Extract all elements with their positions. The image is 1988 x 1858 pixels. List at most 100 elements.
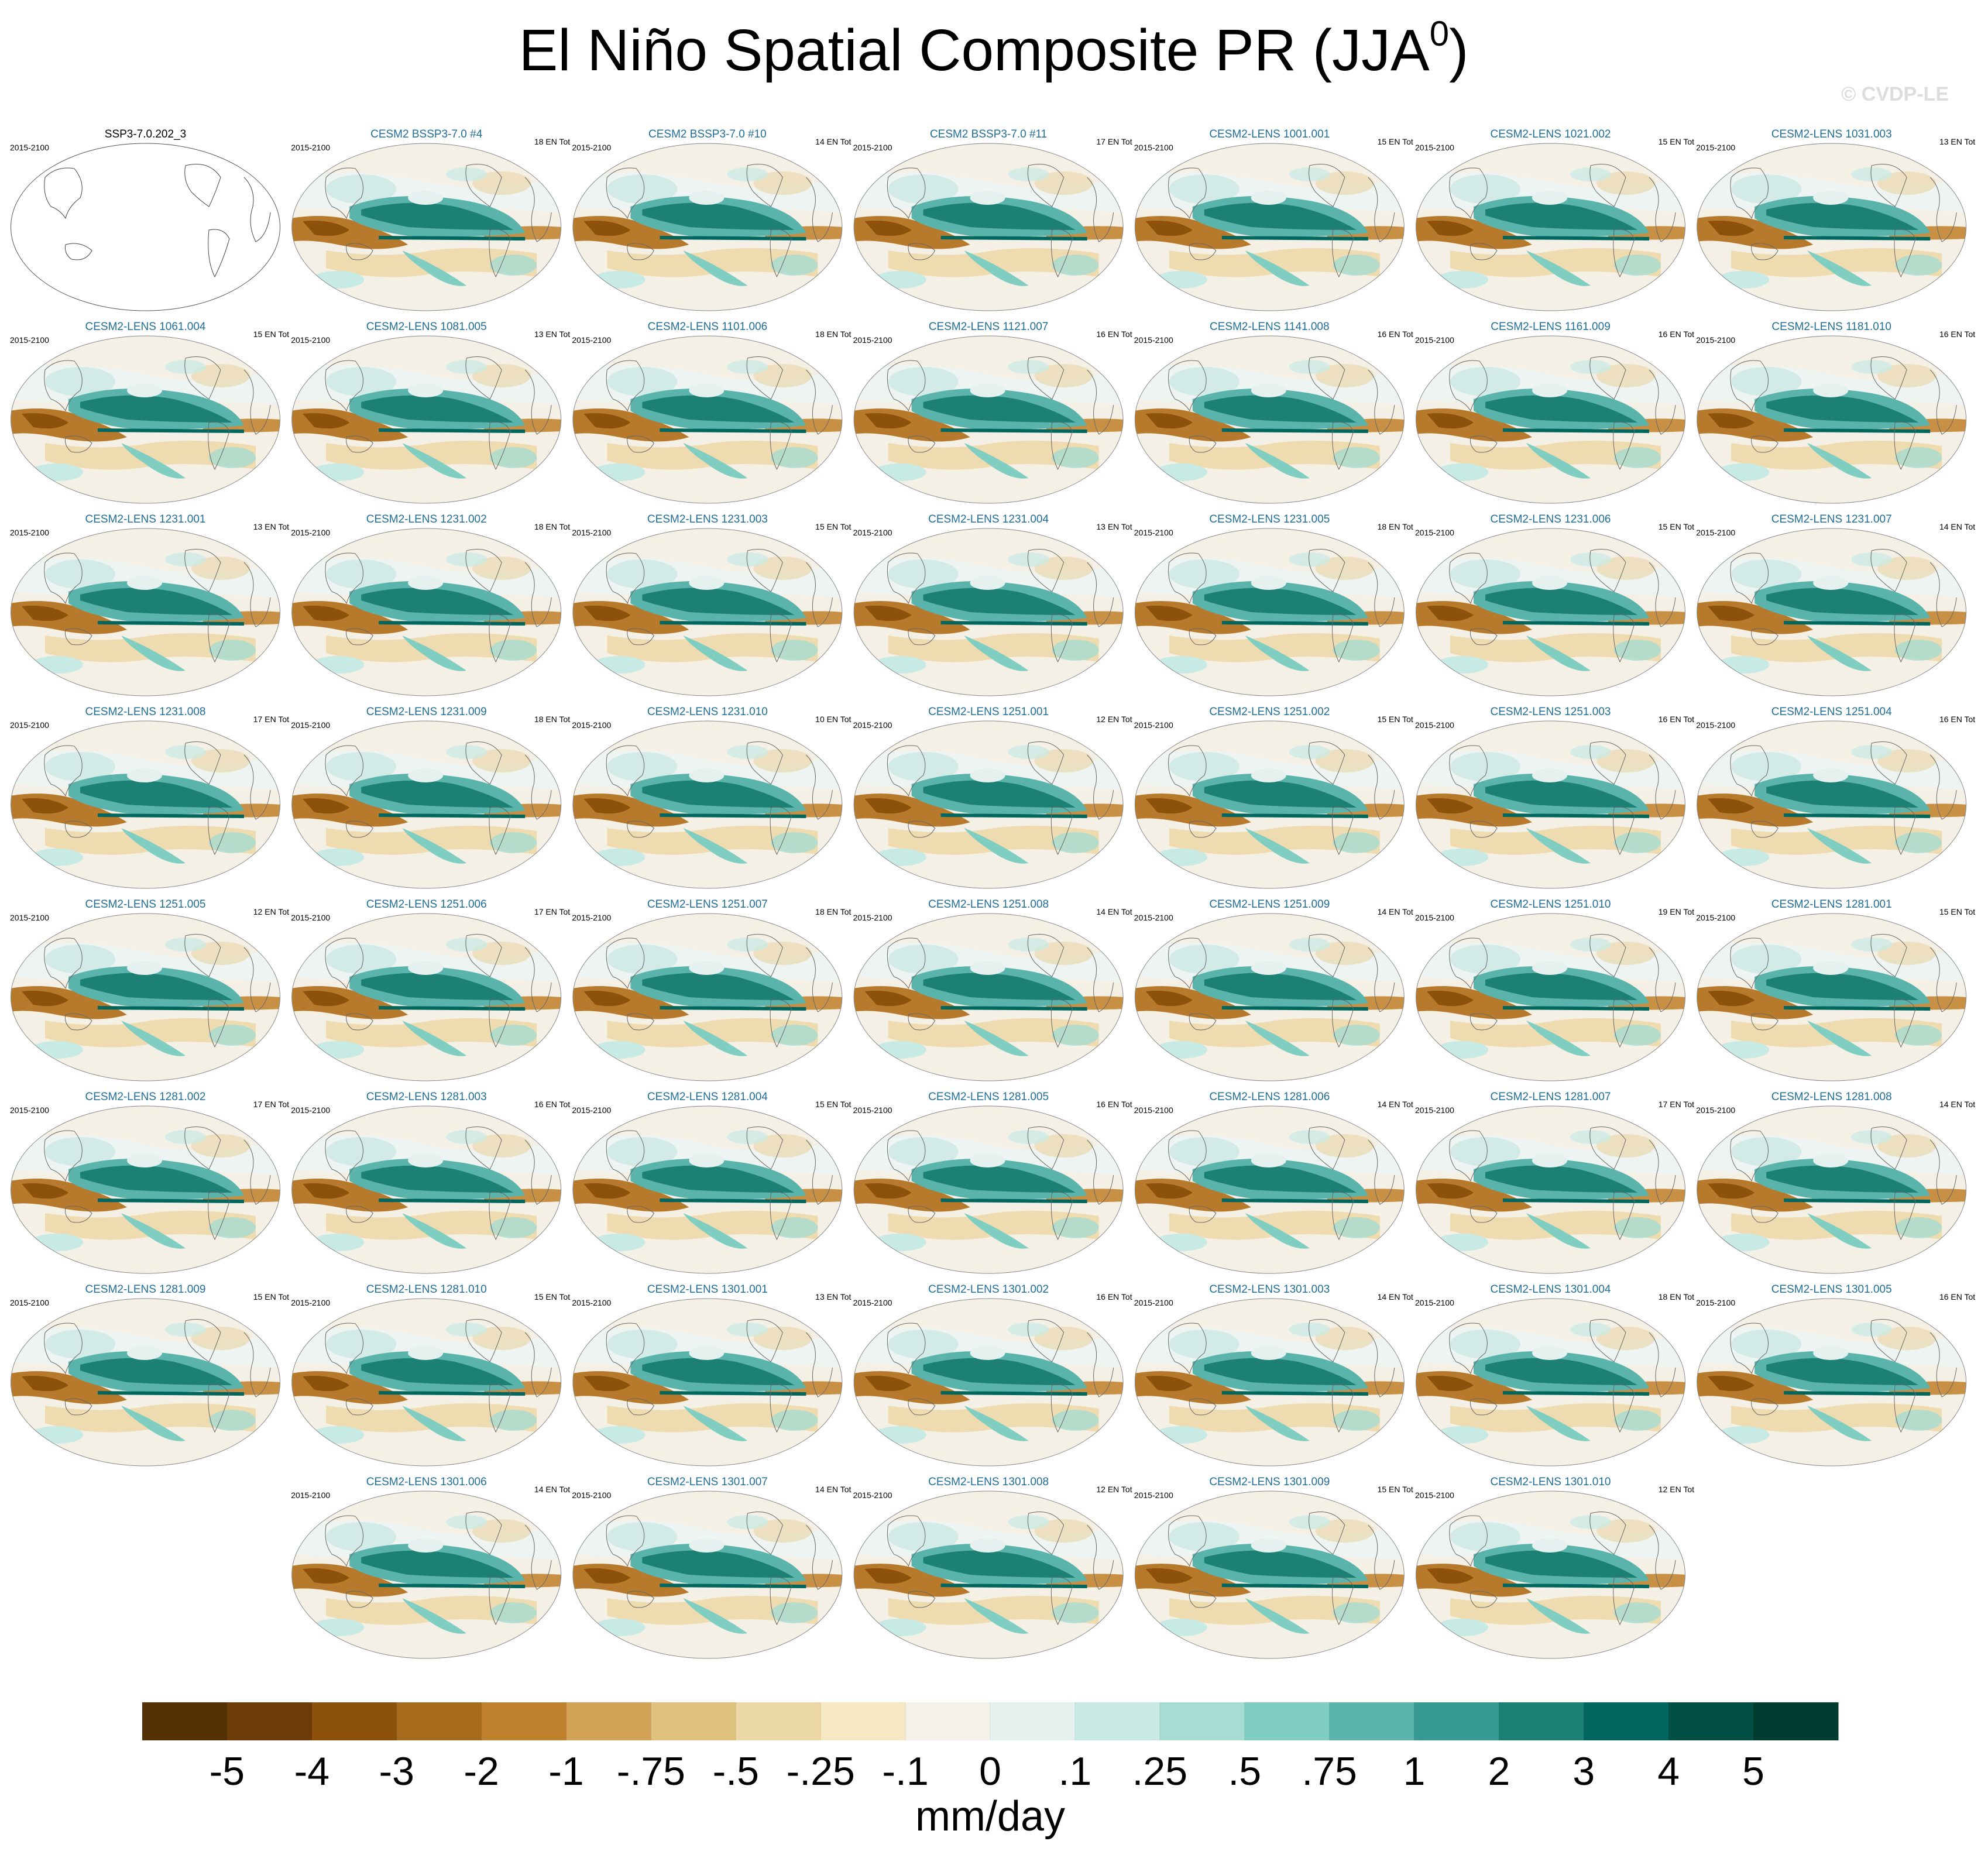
panel-period: 2015-2100 — [10, 143, 49, 152]
map — [853, 1490, 1124, 1660]
panel-title: CESM2-LENS 1301.001 — [647, 1283, 768, 1296]
panel-period: 2015-2100 — [1415, 1490, 1454, 1500]
panel-count: 16 EN Tot — [1096, 1100, 1132, 1109]
panel-title: CESM2-LENS 1231.007 — [1771, 513, 1892, 526]
map — [1415, 912, 1686, 1082]
panel-count: 14 EN Tot — [1096, 907, 1132, 916]
map — [1415, 1490, 1686, 1660]
panel-title: CESM2-LENS 1251.010 — [1491, 898, 1611, 911]
panel-count: 13 EN Tot — [1939, 137, 1975, 146]
panel-period: 2015-2100 — [1415, 143, 1454, 152]
panel-period: 2015-2100 — [1134, 1105, 1173, 1115]
panel-title: CESM2 BSSP3-7.0 #10 — [648, 128, 767, 140]
panel-period: 2015-2100 — [291, 913, 330, 922]
panel-period: 2015-2100 — [1134, 335, 1173, 345]
panel-period: 2015-2100 — [572, 1105, 611, 1115]
colorbar: -5 -4 -3 -2 -1 -.75 -.5 -.25 -.1 0 .1 .25 .5 .75 1 2 3 4 5… — [142, 1702, 1839, 1840]
panel-period: 2015-2100 — [291, 143, 330, 152]
map — [572, 527, 843, 697]
panel-count: 17 EN Tot — [1096, 137, 1132, 146]
panel-title: CESM2-LENS 1251.005 — [85, 898, 206, 911]
panel-count: 15 EN Tot — [815, 522, 851, 531]
map-panel: 2015-2100 CESM2-LENS 1301.007 14 EN Tot — [572, 1476, 851, 1660]
panel-count: 14 EN Tot — [815, 1485, 851, 1494]
map-panel: 2015-2100 CESM2-LENS 1231.009 18 EN Tot — [291, 706, 570, 889]
map-panel: 2015-2100 CESM2-LENS 1301.009 15 EN Tot — [1134, 1476, 1413, 1660]
panel-title: CESM2-LENS 1301.009 — [1209, 1476, 1330, 1488]
colorbar-swatch — [481, 1702, 566, 1740]
colorbar-swatch — [736, 1702, 821, 1740]
panel-title: CESM2-LENS 1231.002 — [366, 513, 487, 526]
colorbar-tick-label: -2 — [463, 1749, 499, 1794]
panel-count: 14 EN Tot — [1939, 522, 1975, 531]
panel-count: 10 EN Tot — [815, 715, 851, 724]
panel-count: 13 EN Tot — [534, 329, 570, 339]
panel-title: CESM2-LENS 1181.010 — [1771, 321, 1891, 333]
panel-period: 2015-2100 — [853, 1105, 892, 1115]
map — [572, 1490, 843, 1660]
panel-count: 16 EN Tot — [1096, 1292, 1132, 1301]
panel-title: SSP3-7.0.202_3 — [105, 128, 186, 140]
panel-title: CESM2-LENS 1231.005 — [1209, 513, 1330, 526]
panel-count: 16 EN Tot — [1939, 1292, 1975, 1301]
map-panel: 2015-2100 CESM2-LENS 1251.004 16 EN Tot — [1696, 706, 1975, 889]
panel-count: 14 EN Tot — [1378, 907, 1413, 916]
map — [10, 912, 281, 1082]
map-panel: 2015-2100 CESM2-LENS 1251.008 14 EN Tot — [853, 898, 1132, 1082]
panel-count: 17 EN Tot — [1659, 1100, 1694, 1109]
panel-count: 17 EN Tot — [253, 1100, 289, 1109]
colorbar-tick-label: -1 — [548, 1749, 583, 1794]
colorbar-tick-label: 2 — [1488, 1749, 1510, 1794]
panel-title: CESM2-LENS 1281.002 — [85, 1091, 206, 1103]
panel-period: 2015-2100 — [1415, 913, 1454, 922]
colorbar-tick-label: .5 — [1228, 1749, 1261, 1794]
map-panel: 2015-2100 CESM2-LENS 1301.004 18 EN Tot — [1415, 1283, 1694, 1467]
map — [572, 335, 843, 504]
panel-title: CESM2-LENS 1281.010 — [366, 1283, 487, 1296]
map-panel: 2015-2100 CESM2-LENS 1081.005 13 EN Tot — [291, 321, 570, 504]
map — [1696, 527, 1967, 697]
panel-period: 2015-2100 — [1134, 1298, 1173, 1307]
panel-period: 2015-2100 — [853, 528, 892, 537]
panel-count: 14 EN Tot — [815, 137, 851, 146]
colorbar-tick-label: .25 — [1132, 1749, 1188, 1794]
panel-period: 2015-2100 — [1696, 335, 1735, 345]
panel-count: 15 EN Tot — [1378, 715, 1413, 724]
panel-title: CESM2-LENS 1081.005 — [366, 321, 487, 333]
panel-count: 15 EN Tot — [534, 1292, 570, 1301]
map — [291, 1297, 562, 1467]
panel-title: CESM2-LENS 1301.007 — [647, 1476, 768, 1488]
panel-count: 14 EN Tot — [1378, 1292, 1413, 1301]
panel-title: CESM2-LENS 1231.003 — [647, 513, 768, 526]
panel-title: CESM2-LENS 1061.004 — [85, 321, 206, 333]
map — [572, 142, 843, 312]
panel-period: 2015-2100 — [1696, 913, 1735, 922]
map — [1134, 1297, 1405, 1467]
panel-title: CESM2-LENS 1281.009 — [85, 1283, 206, 1296]
map — [1696, 142, 1967, 312]
map — [291, 1105, 562, 1275]
panel-period: 2015-2100 — [853, 720, 892, 730]
colorbar-tick-label: -5 — [210, 1749, 245, 1794]
panel-title: CESM2-LENS 1301.006 — [366, 1476, 487, 1488]
panel-period: 2015-2100 — [572, 913, 611, 922]
colorbar-swatch — [651, 1702, 736, 1740]
panel-count: 14 EN Tot — [534, 1485, 570, 1494]
map — [1415, 1105, 1686, 1275]
panel-title: CESM2-LENS 1231.010 — [647, 706, 768, 718]
map — [1134, 527, 1405, 697]
panel-count: 18 EN Tot — [1659, 1292, 1694, 1301]
map-panel: 2015-2100 CESM2-LENS 1281.001 15 EN Tot — [1696, 898, 1975, 1082]
map-panel: 2015-2100 CESM2-LENS 1281.010 15 EN Tot — [291, 1283, 570, 1467]
panel-period: 2015-2100 — [10, 913, 49, 922]
panel-period: 2015-2100 — [10, 1298, 49, 1307]
panel-title: CESM2-LENS 1281.006 — [1209, 1091, 1330, 1103]
panel-period: 2015-2100 — [1134, 720, 1173, 730]
colorbar-swatch — [1414, 1702, 1499, 1740]
panel-period: 2015-2100 — [572, 335, 611, 345]
panel-count: 16 EN Tot — [1939, 329, 1975, 339]
panel-period: 2015-2100 — [853, 1298, 892, 1307]
map — [10, 335, 281, 504]
map-panel: 2015-2100 CESM2-LENS 1301.001 13 EN Tot — [572, 1283, 851, 1467]
panel-period: 2015-2100 — [1696, 1298, 1735, 1307]
